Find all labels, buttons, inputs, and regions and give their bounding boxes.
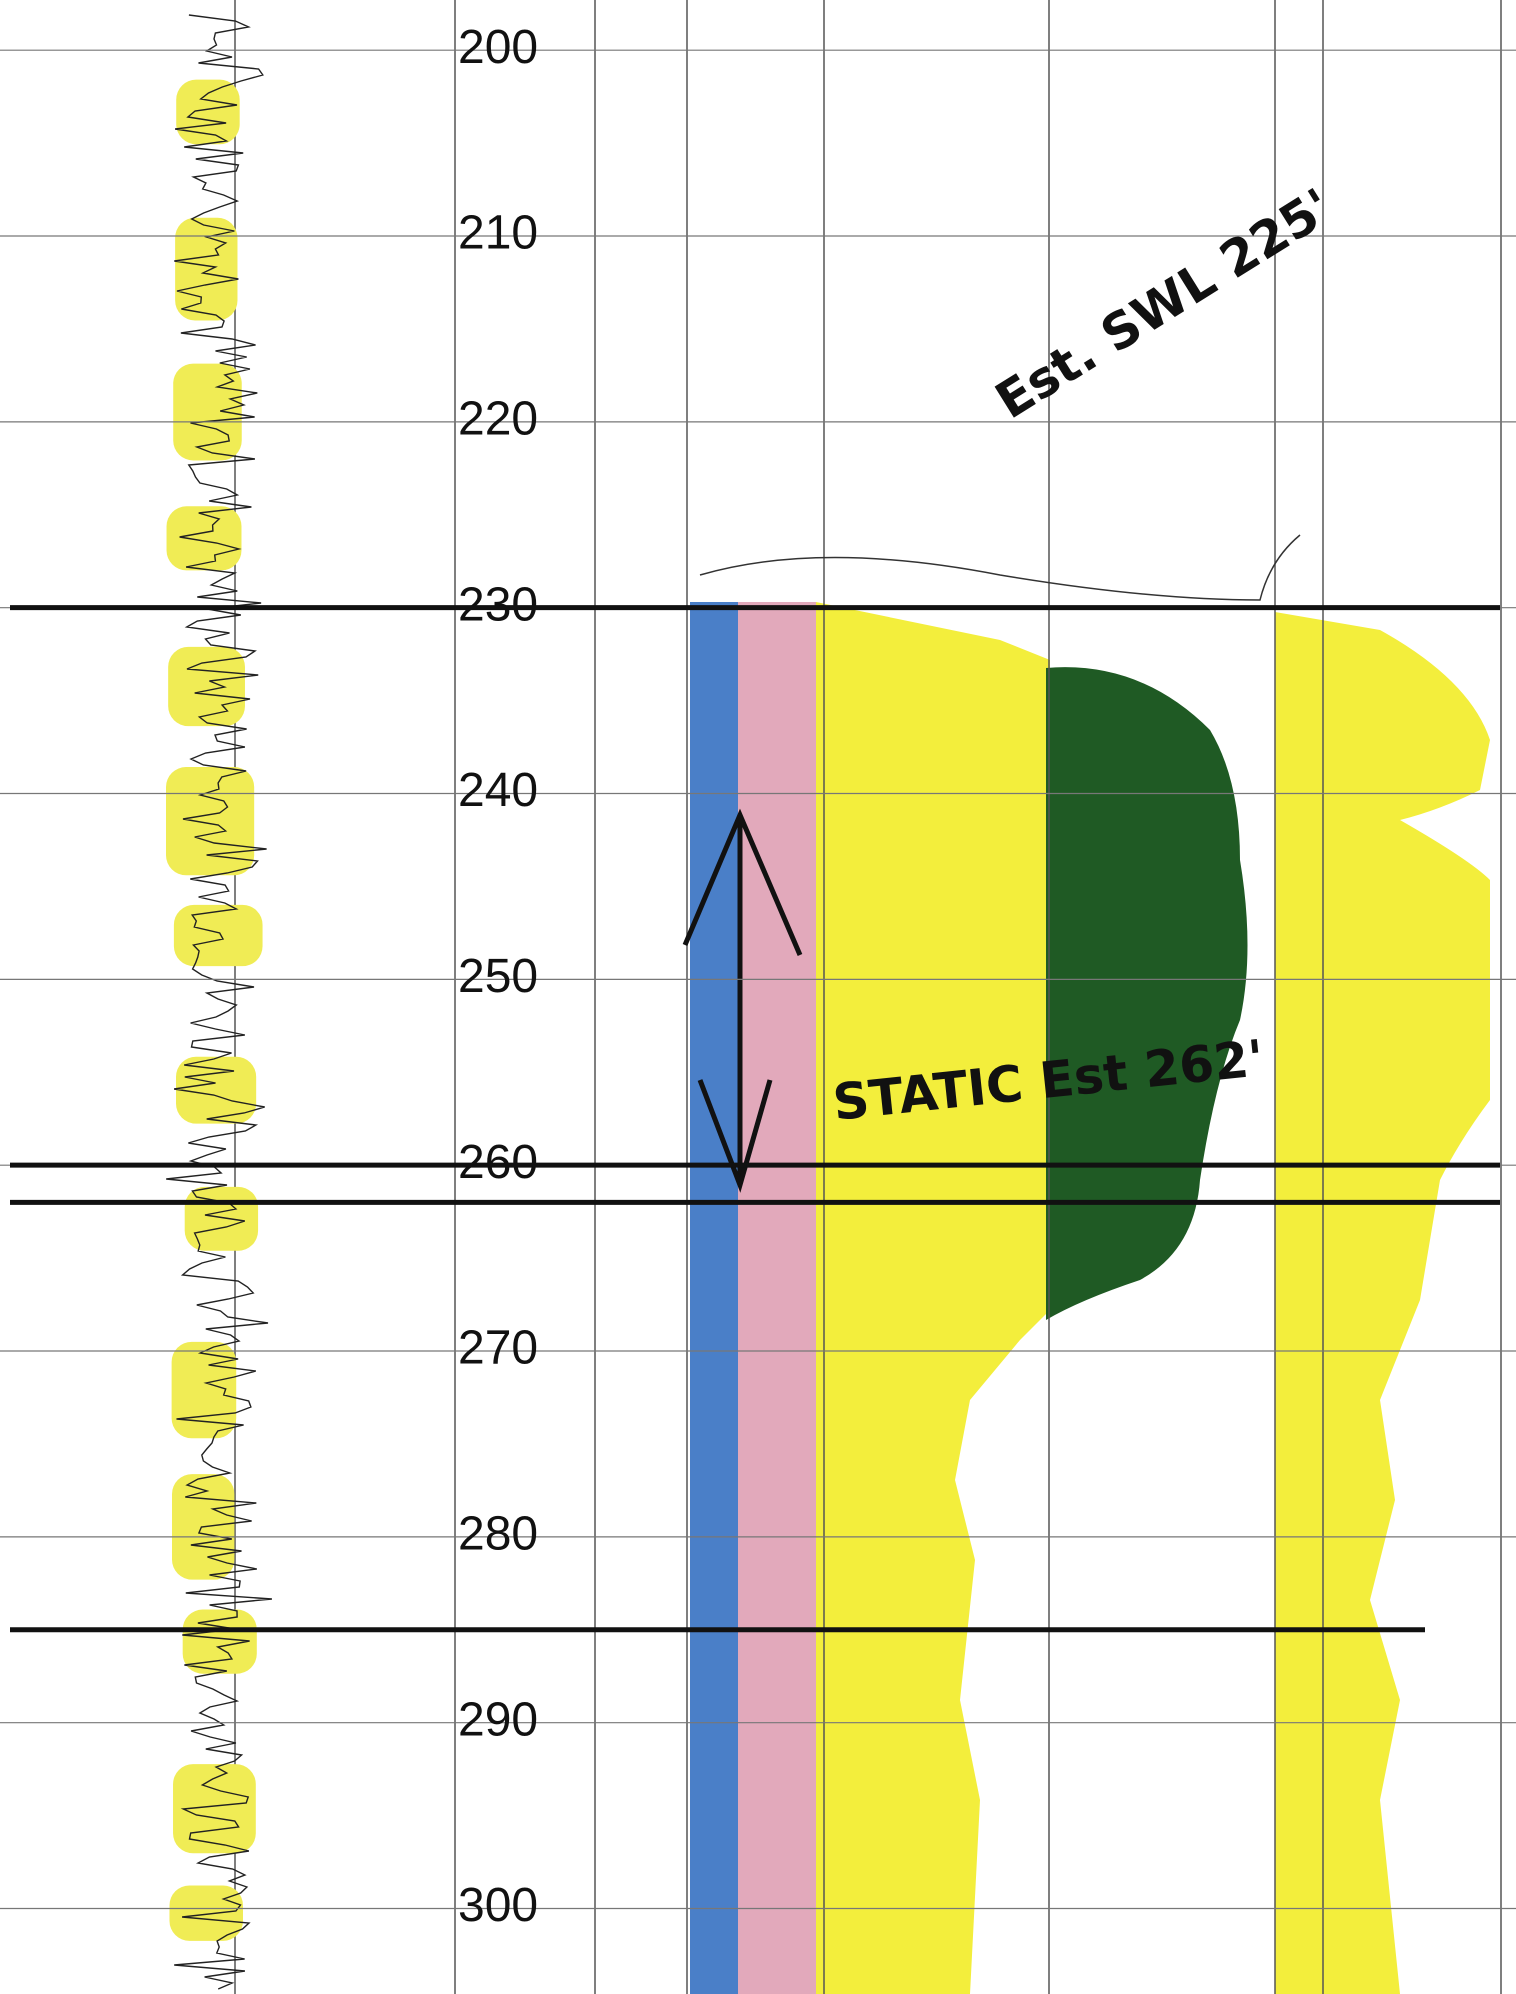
depth-label: 200 (458, 21, 538, 74)
yellow-band-right (1275, 612, 1490, 1994)
depth-grid: 200 210 220 230 240 250 260 270 280 290 300 (0, 21, 1516, 1932)
pink-band (738, 602, 816, 1994)
arrow-head (682, 808, 803, 956)
yellow-patch (166, 506, 242, 571)
log-curve (699, 534, 1301, 601)
depth-label: 220 (458, 393, 538, 446)
yellow-patch (176, 79, 240, 145)
vertical-grid (234, 0, 1502, 1994)
depth-label: 240 (458, 764, 538, 817)
yellow-patch (182, 1609, 257, 1674)
depth-label: 270 (458, 1322, 538, 1375)
yellow-patch (175, 217, 238, 321)
depth-label: 280 (458, 1508, 538, 1561)
wiggle-trace (166, 14, 272, 1990)
yellow-patch (176, 1056, 257, 1124)
arrow (682, 808, 803, 1193)
yellow-band (816, 602, 1050, 1994)
depth-label: 210 (458, 207, 538, 260)
yellow-patch (168, 646, 245, 727)
depth-label: 250 (458, 950, 538, 1003)
annotation: Est. SWL 225' (986, 177, 1343, 430)
depth-label: 260 (458, 1136, 538, 1189)
depth-label: 290 (458, 1693, 538, 1746)
blue-band (690, 602, 738, 1994)
yellow-patch (173, 1764, 256, 1854)
depth-label: 230 (458, 578, 538, 631)
yellow-patch (173, 904, 263, 967)
arrow-head (697, 1079, 773, 1193)
depth-label: 300 (458, 1879, 538, 1932)
wiggle-track (166, 14, 272, 1990)
yellow-patch (173, 363, 242, 461)
shading (690, 602, 1490, 1994)
green-blob (1046, 667, 1248, 1320)
